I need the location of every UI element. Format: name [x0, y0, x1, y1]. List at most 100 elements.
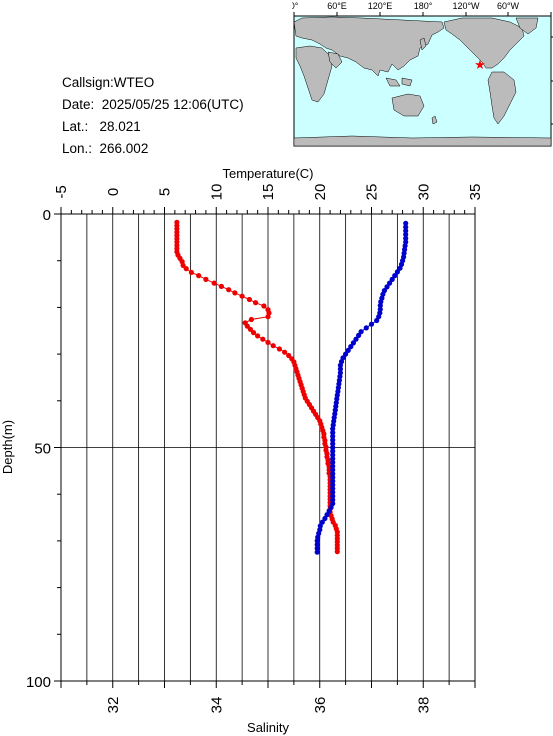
- series-group: [174, 219, 409, 555]
- salinity-point: [330, 482, 336, 488]
- temperature-point: [183, 266, 189, 272]
- salinity-axis: 32 34 36 38: [60, 681, 476, 714]
- salinity-point: [403, 235, 409, 241]
- depth-tick-label: 0: [43, 207, 51, 224]
- star-icon: ★: [474, 57, 486, 72]
- salinity-point: [334, 396, 340, 402]
- temperature-point: [218, 283, 224, 289]
- temperature-point: [270, 343, 276, 349]
- salinity-point: [330, 493, 336, 499]
- salinity-tick-label: 34: [208, 697, 225, 714]
- salinity-point: [363, 325, 369, 331]
- map-longitude-label: 180°: [414, 1, 433, 11]
- salinity-point: [332, 407, 338, 413]
- temperature-point: [260, 336, 266, 342]
- map-longitude-label: 120°W: [452, 1, 480, 11]
- temperature-point: [265, 314, 271, 320]
- salinity-point: [403, 220, 409, 226]
- salinity-point: [353, 336, 359, 342]
- temperature-profile-line: [176, 222, 338, 552]
- temperature-axis: -5 0 5 10 15 20 25 30 35: [53, 184, 484, 214]
- temperature-point: [265, 339, 271, 345]
- temperature-tick-label: 5: [157, 188, 174, 196]
- date-text: Date: 2025/05/25 12:06(UTC): [62, 97, 244, 112]
- temperature-point: [255, 333, 261, 339]
- grid-lines: [60, 214, 476, 681]
- callsign-text: Callsign:WTEO: [62, 75, 155, 90]
- salinity-point: [403, 231, 409, 238]
- temperature-point: [226, 287, 232, 293]
- salinity-axis-title: Salinity: [247, 720, 289, 735]
- temperature-point: [188, 269, 194, 275]
- salinity-point: [331, 418, 337, 424]
- salinity-point: [389, 276, 395, 282]
- map-longitude-label: 120°E: [368, 1, 393, 11]
- salinity-point: [358, 329, 364, 335]
- salinity-point: [403, 228, 409, 234]
- salinity-point: [330, 444, 336, 451]
- map-land: [293, 16, 552, 147]
- temperature-point: [246, 296, 252, 303]
- salinity-point: [374, 317, 380, 324]
- salinity-point: [330, 452, 336, 458]
- temperature-tick-label: 15: [260, 184, 277, 201]
- salinity-point: [335, 385, 341, 391]
- salinity-point: [350, 340, 356, 346]
- salinity-tick-label: 38: [415, 697, 432, 714]
- salinity-point: [397, 265, 403, 271]
- temperature-point: [286, 352, 292, 359]
- salinity-point: [356, 332, 362, 338]
- salinity-point: [348, 344, 354, 350]
- temperature-point: [250, 330, 257, 336]
- salinity-point: [368, 321, 375, 327]
- temperature-point: [203, 276, 209, 282]
- salinity-point: [330, 474, 336, 480]
- salinity-point: [314, 542, 320, 548]
- salinity-point: [403, 224, 409, 230]
- temperature-point: [276, 346, 282, 352]
- salinity-point: [322, 515, 328, 522]
- map-longitude-label: 60°W: [497, 1, 520, 11]
- salinity-point: [377, 302, 383, 309]
- temperature-tick-label: 25: [364, 184, 381, 201]
- salinity-point: [337, 373, 343, 380]
- salinity-point: [330, 463, 336, 469]
- salinity-point: [314, 538, 320, 544]
- latitude-text: Lat.: 28.021: [62, 119, 141, 134]
- salinity-point: [345, 347, 351, 353]
- temperature-point: [282, 349, 288, 355]
- salinity-point: [330, 489, 336, 495]
- temperature-point: [211, 280, 217, 286]
- temperature-tick-label: 10: [208, 184, 225, 201]
- salinity-point: [314, 545, 320, 552]
- map-longitude-label: 60°E: [327, 1, 347, 11]
- salinity-point: [330, 471, 336, 477]
- temperature-axis-title: Temperature(C): [222, 166, 313, 181]
- salinity-tick-label: 32: [105, 697, 122, 714]
- salinity-point: [343, 351, 349, 357]
- salinity-tick-label: 36: [312, 697, 329, 714]
- temperature-tick-label: 20: [312, 184, 329, 201]
- map-longitude-labels: 0° 60°E 120°E 180° 120°W 60°W: [292, 1, 520, 11]
- depth-axis-title: Depth(m): [0, 420, 15, 474]
- salinity-point: [330, 467, 336, 473]
- temperature-point: [261, 303, 267, 309]
- salinity-point: [330, 497, 336, 503]
- temperature-point: [196, 273, 202, 279]
- temperature-point: [253, 300, 259, 306]
- depth-tick-label: 100: [26, 674, 51, 691]
- temperature-point: [232, 290, 238, 296]
- depth-axis: 0 50 100: [26, 207, 61, 691]
- temperature-point: [244, 323, 250, 329]
- salinity-point: [330, 441, 336, 447]
- salinity-point: [384, 284, 390, 290]
- salinity-point: [324, 512, 330, 518]
- salinity-point: [387, 280, 393, 286]
- temperature-tick-label: 35: [467, 184, 484, 201]
- salinity-point: [314, 549, 320, 555]
- temperature-point: [248, 316, 254, 323]
- station-info: Callsign:WTEO Date: 2025/05/25 12:06(UTC…: [62, 72, 244, 160]
- temperature-point: [239, 293, 245, 299]
- salinity-point: [337, 366, 343, 372]
- longitude-text: Lon.: 266.002: [62, 141, 149, 156]
